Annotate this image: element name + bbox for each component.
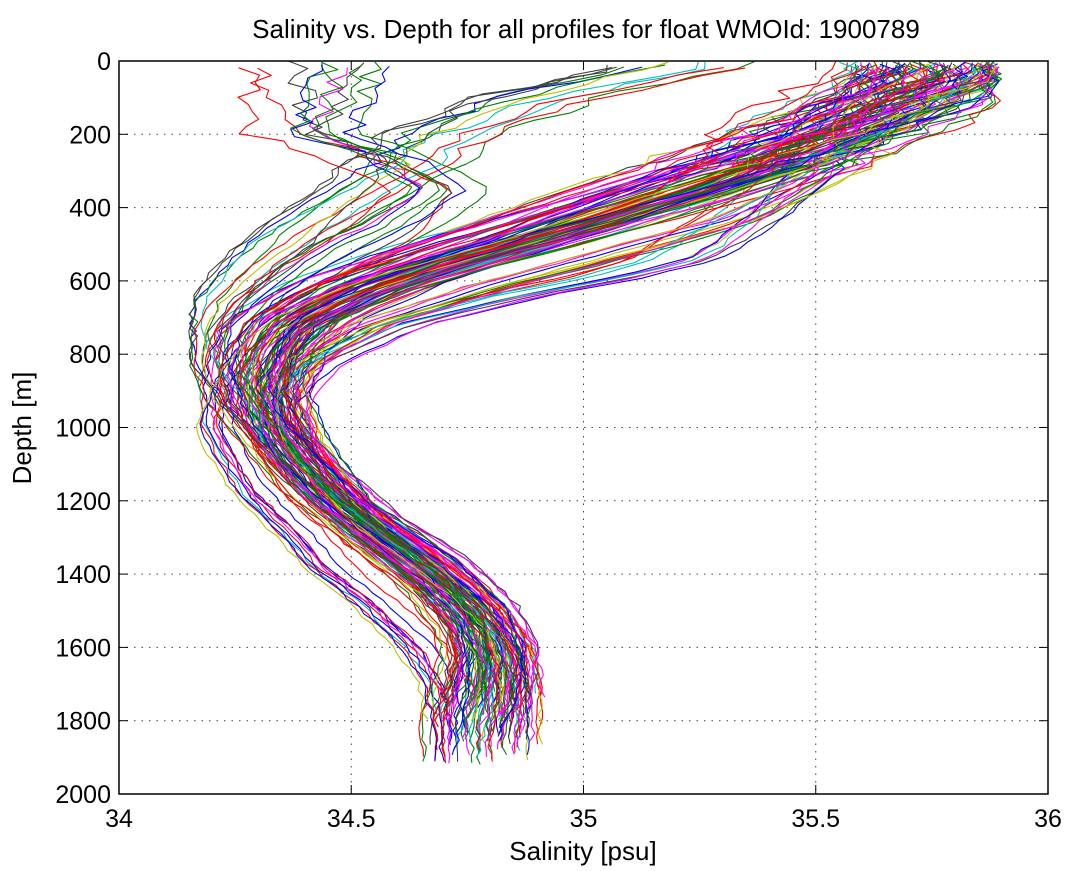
profile-line xyxy=(281,63,928,702)
profile-line xyxy=(237,66,898,764)
x-tick-labels: 34 34.5 35 35.5 36 xyxy=(105,805,1062,833)
profile-line xyxy=(195,66,997,720)
x-tick-label: 36 xyxy=(1034,805,1062,833)
y-tick-label: 1200 xyxy=(55,488,111,516)
profile-line xyxy=(308,61,969,700)
x-tick-label: 35.5 xyxy=(791,805,840,833)
profile-line xyxy=(224,61,489,693)
profile-line xyxy=(193,67,724,757)
profile-line xyxy=(188,64,608,711)
profile-line xyxy=(262,63,869,739)
profile-line xyxy=(240,67,888,721)
y-axis-label: Depth [m] xyxy=(7,372,37,485)
x-tick-label: 34 xyxy=(105,805,133,833)
profile-line xyxy=(271,61,837,722)
profile-line xyxy=(268,66,882,706)
y-tick-label: 2000 xyxy=(55,781,111,809)
y-tick-label: 200 xyxy=(69,121,111,149)
y-tick-label: 600 xyxy=(69,268,111,296)
y-tick-label: 400 xyxy=(69,195,111,223)
profile-line xyxy=(198,64,907,762)
profile-line xyxy=(279,61,901,693)
profile-line xyxy=(294,65,995,755)
profile-line xyxy=(280,65,1000,755)
profile-line xyxy=(255,64,868,762)
profile-lines xyxy=(188,60,1003,765)
x-tick-label: 35 xyxy=(570,805,598,833)
profile-line xyxy=(229,65,468,697)
y-tick-labels: 0 200 400 600 800 1000 1200 1400 1600 1800 2000 xyxy=(55,48,111,809)
profile-line xyxy=(218,66,892,728)
x-tick-label: 34.5 xyxy=(327,805,376,833)
y-tick-label: 1600 xyxy=(55,634,111,662)
y-tick-label: 1400 xyxy=(55,561,111,589)
chart-title: Salinity vs. Depth for all profiles for … xyxy=(252,14,920,44)
profile-line xyxy=(238,65,990,756)
y-tick-label: 0 xyxy=(97,48,111,76)
profile-line xyxy=(199,63,901,761)
profile-line xyxy=(291,65,906,734)
profile-line xyxy=(188,64,666,762)
y-tick-label: 1800 xyxy=(55,708,111,736)
y-tick-label: 800 xyxy=(69,341,111,369)
profile-line xyxy=(214,65,980,741)
x-axis-label: Salinity [psu] xyxy=(509,836,656,866)
profile-line xyxy=(261,67,999,758)
profile-line xyxy=(237,65,490,719)
profile-line xyxy=(302,61,998,700)
profile-line xyxy=(237,67,861,714)
y-tick-label: 1000 xyxy=(55,415,111,443)
axis-ticks xyxy=(118,60,1049,795)
profile-line xyxy=(200,61,700,744)
profile-line xyxy=(267,66,1000,742)
profile-line xyxy=(272,62,998,760)
profile-line xyxy=(257,61,939,715)
profile-line xyxy=(210,62,863,693)
profile-line xyxy=(201,61,669,708)
profile-line xyxy=(295,63,928,695)
profile-line xyxy=(217,66,617,713)
